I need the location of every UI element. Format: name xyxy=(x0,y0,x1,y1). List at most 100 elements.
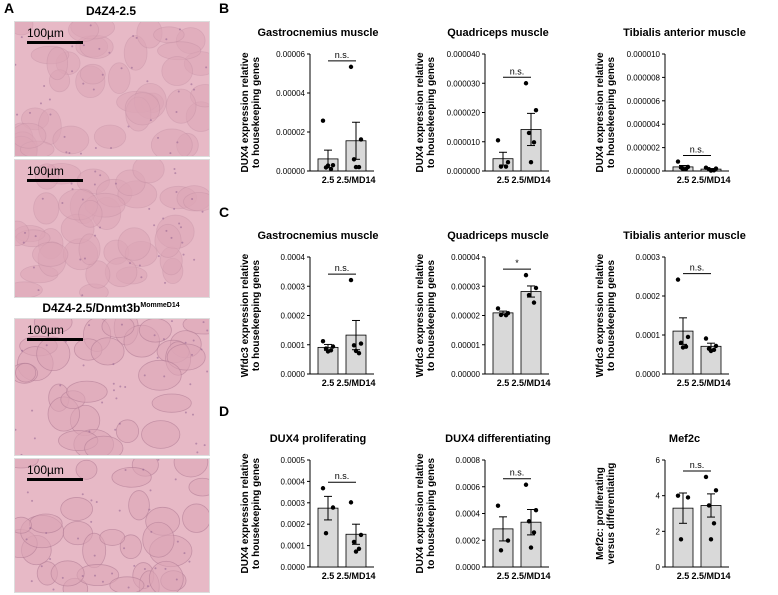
y-tick-label: 0.000008 xyxy=(627,73,661,82)
chart-title: Mef2c xyxy=(669,433,700,445)
nucleus xyxy=(165,229,168,232)
nucleus xyxy=(49,557,52,560)
muscle-fiber xyxy=(90,337,125,366)
muscle-fiber xyxy=(161,56,193,86)
data-point xyxy=(330,505,336,510)
nucleus xyxy=(22,241,25,244)
nucleus xyxy=(77,537,80,540)
y-tick-label: 0.00006 xyxy=(276,50,305,59)
scale-bar-3: 100µm xyxy=(27,323,83,341)
nucleus xyxy=(140,276,143,279)
nucleus xyxy=(154,567,157,570)
nucleus xyxy=(119,385,122,388)
nucleus xyxy=(61,202,64,205)
nucleus xyxy=(175,578,178,581)
nucleus xyxy=(93,183,96,186)
y-tick-label: 0.0001 xyxy=(281,542,306,551)
nucleus xyxy=(202,321,205,324)
nucleus xyxy=(170,320,173,323)
chart-title: Gastrocnemius muscle xyxy=(257,27,378,39)
data-point xyxy=(713,343,719,349)
nucleus xyxy=(114,182,117,185)
muscle-fiber xyxy=(33,192,60,225)
chart-d-differentiating: DUX4 differentiating DUX4 expression rela… xyxy=(415,433,551,581)
nucleus xyxy=(49,113,52,116)
nucleus xyxy=(193,258,196,261)
nucleus xyxy=(189,383,192,386)
muscle-fiber xyxy=(15,22,34,36)
y-tick-label: 0 xyxy=(656,563,661,572)
panel-letter-b: B xyxy=(219,0,230,16)
muscle-fiber xyxy=(182,503,209,533)
nucleus xyxy=(57,467,60,470)
y-tick-label: 0.00002 xyxy=(451,312,480,321)
bar xyxy=(520,291,542,375)
nucleus xyxy=(157,255,160,258)
nucleus xyxy=(90,499,93,502)
y-tick-label: 0.00000 xyxy=(451,370,480,379)
nucleus xyxy=(206,370,209,373)
nucleus xyxy=(112,382,115,385)
muscle-fiber xyxy=(84,435,124,455)
scale-bar-line-4 xyxy=(27,478,83,481)
data-point xyxy=(320,339,326,344)
nucleus xyxy=(24,231,27,234)
histology-image-4: 100µm xyxy=(14,458,210,593)
data-point xyxy=(708,348,714,354)
x-tick-label: 2.5 xyxy=(322,378,335,388)
nucleus xyxy=(31,409,34,412)
y-tick-label: 0.00004 xyxy=(451,253,480,262)
nucleus xyxy=(48,98,51,101)
y-axis-label-line: Wfdc3 expression relative xyxy=(595,253,606,377)
y-tick-label: 0.000010 xyxy=(447,138,481,147)
muscle-fiber xyxy=(166,343,206,371)
histology-image-1-svg xyxy=(15,22,209,156)
y-axis-label: DUX4 expression relativeto housekeeping … xyxy=(415,453,437,573)
x-tick-label: 2.5 xyxy=(677,378,690,388)
y-tick-label: 0.0008 xyxy=(456,456,481,465)
muscle-fiber xyxy=(15,122,47,149)
muscle-fiber xyxy=(85,260,111,289)
data-point xyxy=(678,340,684,345)
muscle-fiber xyxy=(173,459,209,478)
data-point xyxy=(348,277,354,283)
nucleus xyxy=(124,385,127,388)
nucleus xyxy=(90,520,93,523)
muscle-fiber xyxy=(78,199,103,228)
data-point xyxy=(505,160,511,165)
y-tick-label: 0.00004 xyxy=(276,89,305,98)
panel-letter-a: A xyxy=(4,0,15,16)
y-axis-label-line: DUX4 expression relative xyxy=(415,453,426,573)
nucleus xyxy=(118,509,121,512)
nucleus xyxy=(94,170,97,173)
scale-label-3: 100µm xyxy=(27,323,64,337)
y-axis-label-line: to housekeeping genes xyxy=(251,56,262,168)
muscle-fiber xyxy=(50,560,85,587)
nucleus xyxy=(45,531,48,534)
x-tick-label: 2.5 xyxy=(322,571,335,581)
nucleus xyxy=(114,428,117,431)
nucleus xyxy=(99,226,102,229)
y-axis-label: DUX4 expression relativeto housekeeping … xyxy=(595,52,617,172)
nucleus xyxy=(70,182,73,185)
data-point xyxy=(348,500,354,505)
nucleus xyxy=(153,334,156,337)
muscle-fiber xyxy=(79,63,106,85)
data-point xyxy=(708,168,714,173)
data-point xyxy=(680,166,686,172)
data-point xyxy=(358,532,364,538)
nucleus xyxy=(123,547,126,550)
data-point xyxy=(706,503,712,508)
nucleus xyxy=(15,63,17,66)
y-axis-label-line: Wfdc3 expression relative xyxy=(240,253,251,377)
nucleus xyxy=(178,28,181,31)
y-tick-label: 0.0002 xyxy=(636,292,661,301)
significance-label: n.s. xyxy=(335,471,350,481)
data-point xyxy=(685,334,691,340)
y-tick-label: 2 xyxy=(656,527,661,536)
data-point xyxy=(353,164,359,170)
data-point xyxy=(351,343,357,348)
nucleus xyxy=(124,469,127,472)
y-tick-label: 0.0005 xyxy=(281,456,306,465)
nucleus xyxy=(176,141,179,144)
